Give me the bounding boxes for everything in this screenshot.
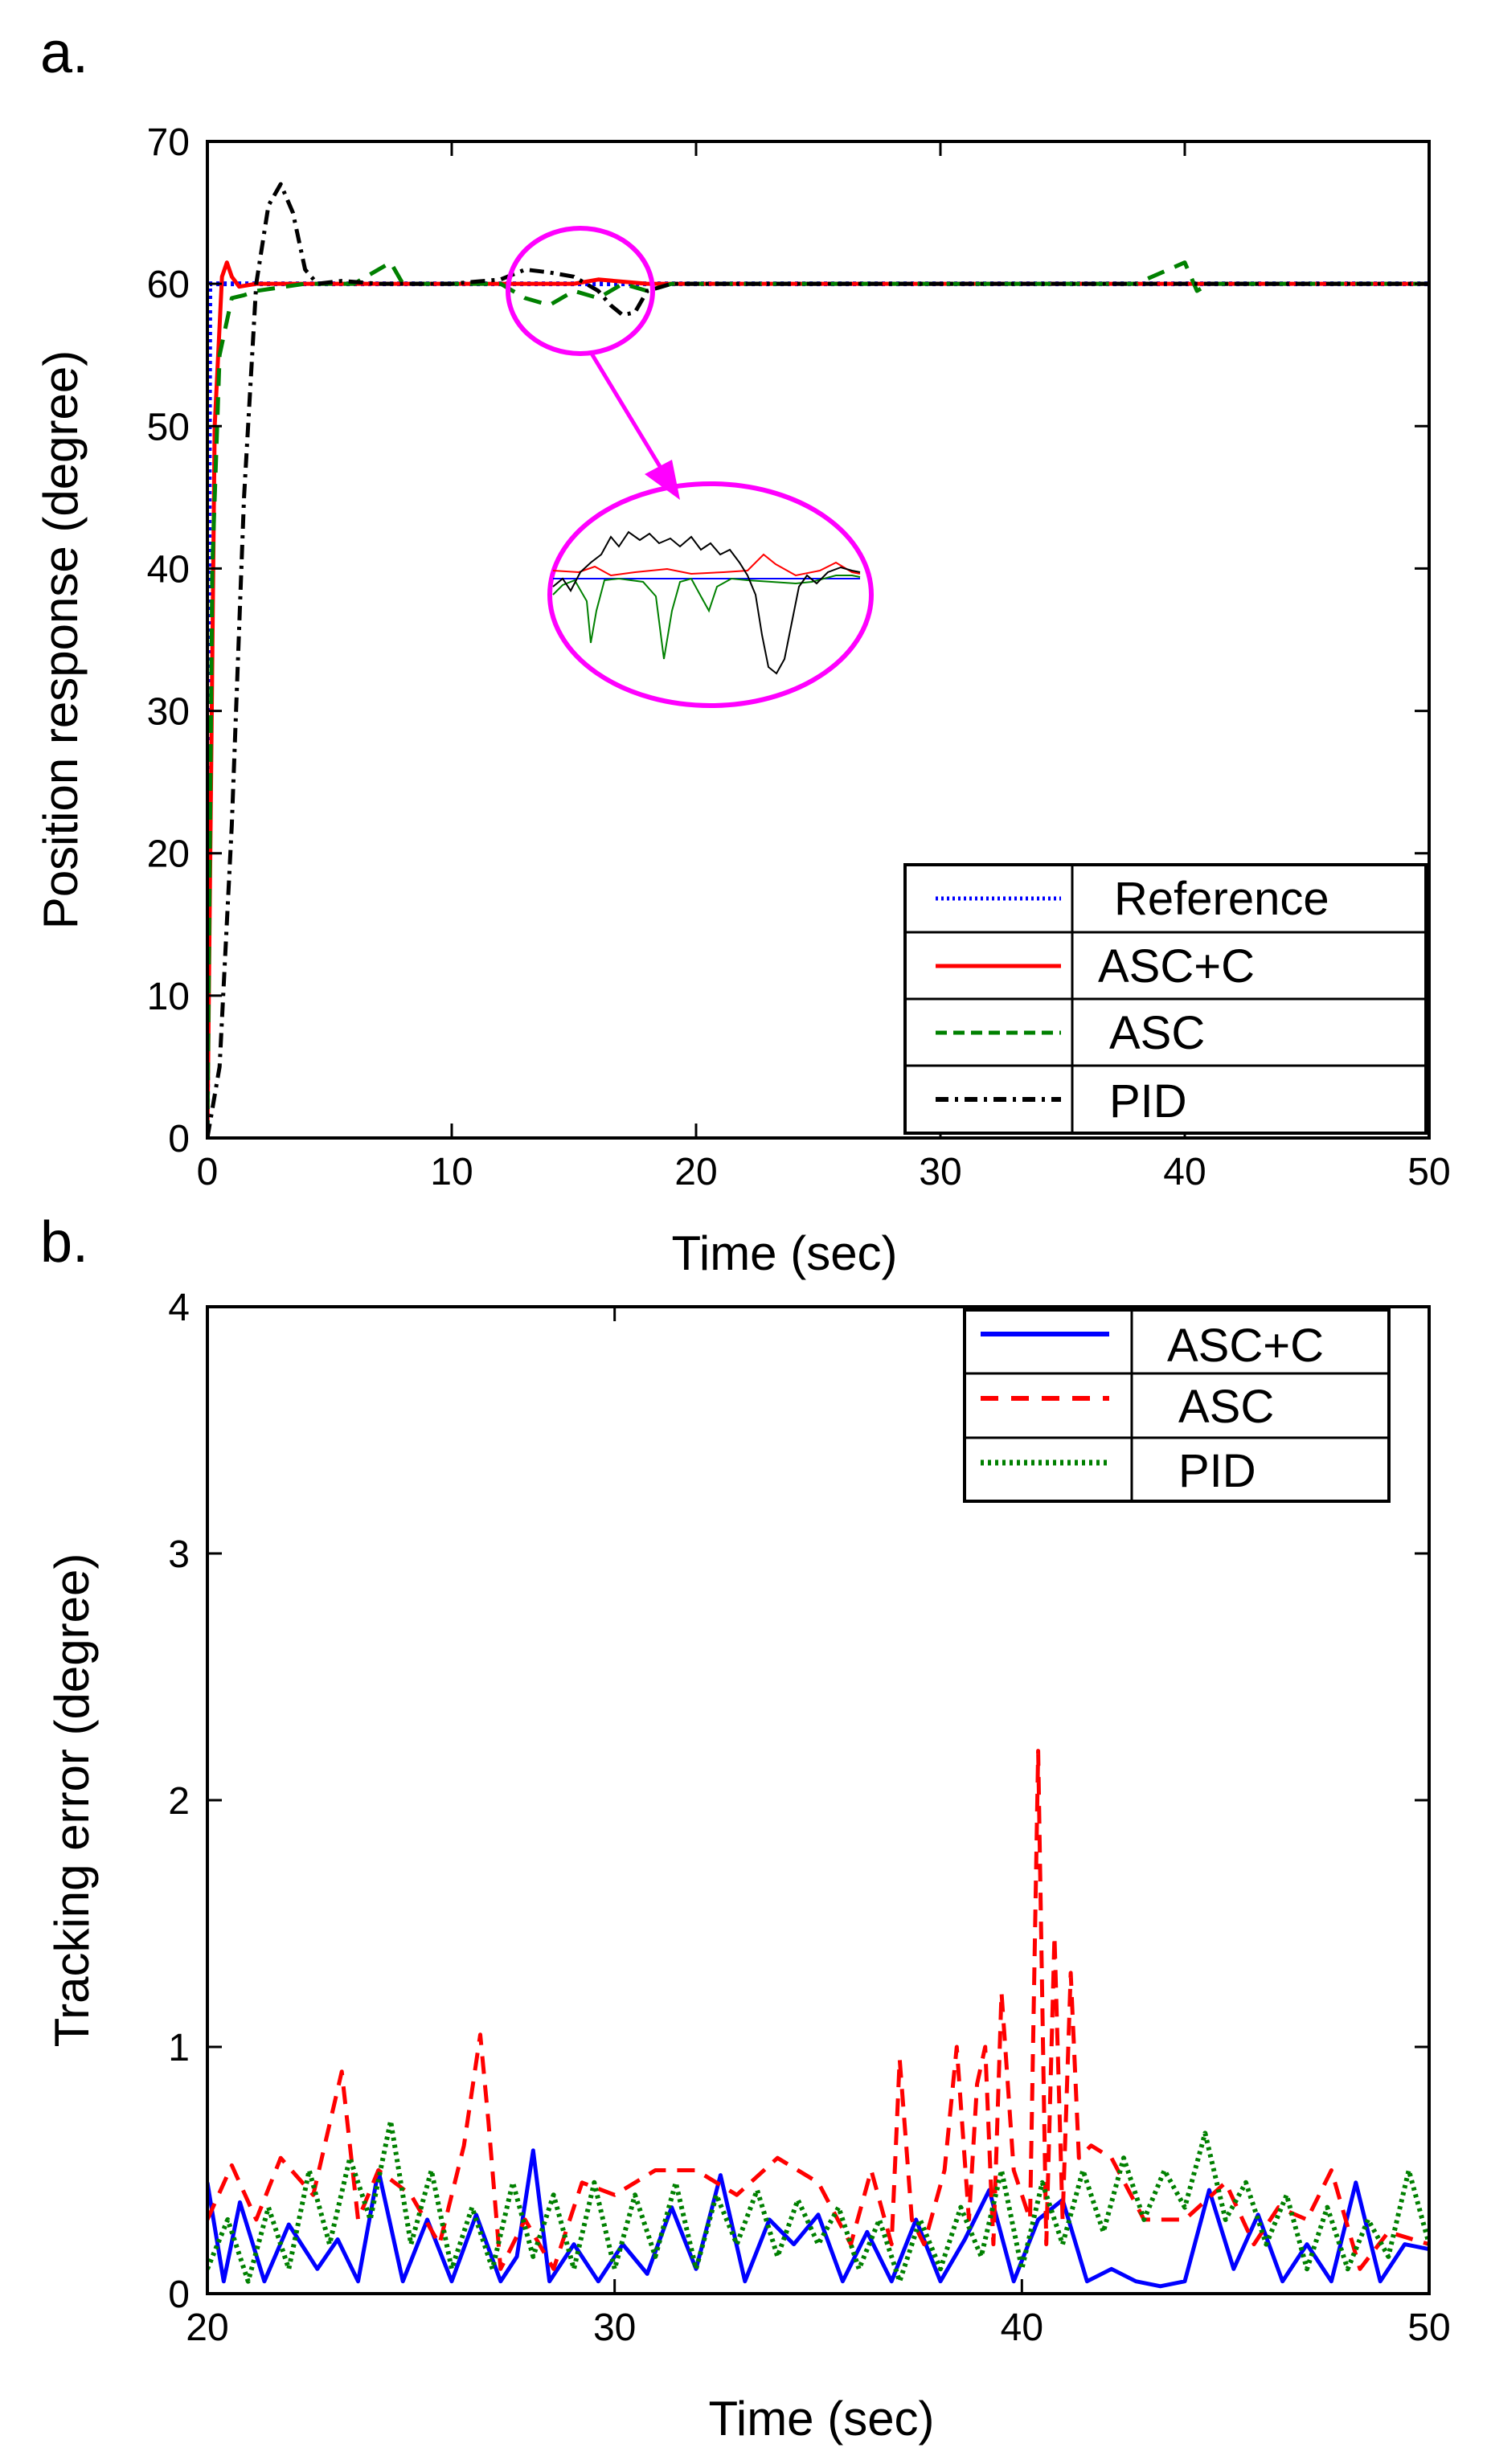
panel-a-series-pid-line bbox=[207, 182, 1429, 1138]
legend-a-reference-label: Reference bbox=[1114, 873, 1329, 925]
zoom-inset-ellipse bbox=[547, 481, 874, 708]
inset-pid-line bbox=[552, 530, 861, 675]
inset-asc-line bbox=[552, 575, 861, 660]
panel-b-series-asc-c-line bbox=[207, 2148, 1429, 2289]
legend-a-asc-label: ASC bbox=[1109, 1007, 1205, 1059]
panel-b-ylabel: Tracking error (degree) bbox=[45, 1553, 99, 2048]
panel-a-xtick-label: 20 bbox=[674, 1151, 717, 1193]
zoom-source-circle bbox=[506, 226, 655, 356]
panel-b-label: b. bbox=[40, 1210, 88, 1275]
panel-a-ytick-label: 10 bbox=[147, 976, 190, 1018]
panel-a-ytick-label: 60 bbox=[147, 264, 190, 306]
panel-b-plot: 20 30 40 50 0 1 2 3 4 bbox=[168, 1287, 1450, 2349]
zoom-arrow-line bbox=[589, 352, 668, 477]
panel-b-ytick-label: 1 bbox=[168, 2027, 190, 2069]
panel-b-xtick-label: 30 bbox=[593, 2306, 636, 2349]
panel-b-series-group bbox=[207, 1749, 1429, 2289]
panel-a-ytick-label: 0 bbox=[168, 1118, 190, 1160]
panel-a-frame bbox=[206, 140, 1431, 1140]
panel-a-legend: Reference ASC+C ASC PID bbox=[903, 863, 1428, 1135]
panel-a-xlabel: Time (sec) bbox=[671, 1226, 897, 1280]
legend-b-asc-c-label: ASC+C bbox=[1167, 1320, 1324, 1372]
legend-b-asc-label: ASC bbox=[1178, 1381, 1274, 1433]
panel-a-xtick-label: 50 bbox=[1407, 1151, 1450, 1193]
legend-a-pid-label: PID bbox=[1109, 1075, 1187, 1128]
panel-a-xtick-label: 40 bbox=[1163, 1151, 1206, 1193]
panel-b-xtick-label: 20 bbox=[186, 2306, 228, 2349]
panel-a-xtick-label: 10 bbox=[430, 1151, 473, 1193]
panel-a-ytick-label: 70 bbox=[147, 121, 190, 164]
panel-a-series-asc-line bbox=[207, 260, 1429, 1138]
panel-b-xtick-label: 50 bbox=[1407, 2306, 1450, 2349]
panel-a-ytick-label: 20 bbox=[147, 833, 190, 876]
zoom-annotation bbox=[506, 226, 874, 708]
panel-a-label: a. bbox=[40, 21, 88, 85]
panel-a-plot: 0 10 20 30 40 50 0 10 20 30 40 50 60 70 bbox=[147, 121, 1451, 1193]
legend-a-asc-c-label: ASC+C bbox=[1098, 940, 1255, 993]
panel-b-series-pid-line bbox=[207, 2118, 1429, 2284]
zoom-arrow-head bbox=[645, 460, 680, 500]
panel-a-ytick-label: 50 bbox=[147, 406, 190, 448]
panel-a-ytick-label: 40 bbox=[147, 548, 190, 591]
panel-b-legend: ASC+C ASC PID bbox=[963, 1308, 1391, 1503]
panel-a-xtick-label: 30 bbox=[919, 1151, 961, 1193]
panel-b-xlabel: Time (sec) bbox=[708, 2392, 934, 2446]
panel-b-xtick-label: 40 bbox=[1001, 2306, 1043, 2349]
panel-b-series-asc-line bbox=[207, 1749, 1429, 2271]
panel-a-ytick-label: 30 bbox=[147, 691, 190, 734]
panel-b-ytick-label: 3 bbox=[168, 1533, 190, 1576]
panel-b-ytick-label: 0 bbox=[168, 2274, 190, 2316]
panel-b-ytick-label: 2 bbox=[168, 1780, 190, 1823]
panel-a-xtick-label: 0 bbox=[197, 1151, 219, 1193]
legend-b-pid-label: PID bbox=[1178, 1445, 1256, 1497]
inset-asc-c-line bbox=[552, 553, 861, 577]
panel-b-ytick-label: 4 bbox=[168, 1287, 190, 1329]
panel-a-ylabel: Position response (degree) bbox=[34, 350, 88, 929]
